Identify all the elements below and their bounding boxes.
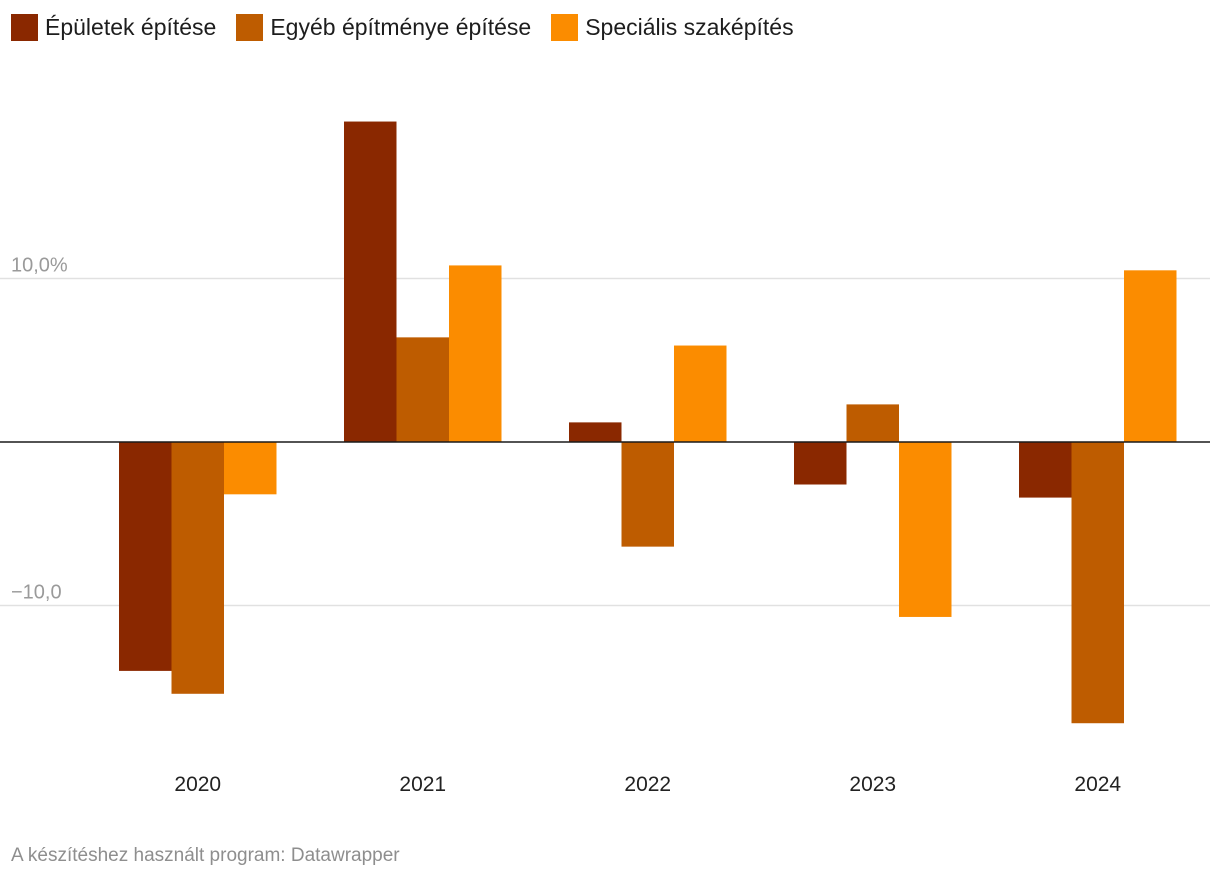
bar-2020-specialis-szakepites [224, 442, 277, 495]
legend-item-egyeb: Egyéb építménye építése [236, 13, 532, 41]
bar-2023-specialis-szakepites [899, 442, 952, 617]
bar-2023-epuletek-epitese [794, 442, 847, 485]
footer-credit: A készítéshez használt program: Datawrap… [11, 845, 400, 866]
legend-label-epuletek: Épületek építése [45, 13, 217, 40]
legend-swatch-egyeb [236, 13, 264, 41]
x-tick-label: 2023 [849, 773, 896, 796]
bar-2021-epuletek-epitese [344, 121, 397, 442]
legend-swatch-specialis [551, 13, 579, 41]
legend-label-specialis: Speciális szaképítés [585, 13, 794, 40]
bar-2020-egyeb-epitmenye-epitese [171, 442, 224, 694]
bar-2024-epuletek-epitese [1019, 442, 1072, 498]
legend-item-epuletek: Épületek építése [11, 13, 217, 41]
bar-2020-epuletek-epitese [119, 442, 172, 671]
legend-item-specialis: Speciális szaképítés [551, 13, 794, 41]
chart-legend: Épületek építése Egyéb építménye építése… [11, 11, 814, 43]
bar-2021-egyeb-epitmenye-epitese [396, 337, 449, 442]
x-tick-label: 2022 [624, 773, 671, 796]
x-tick-label: 2020 [174, 773, 221, 796]
bar-2024-specialis-szakepites [1124, 270, 1177, 442]
y-tick-label: −10,0 [11, 582, 62, 604]
x-tick-label: 2024 [1074, 773, 1121, 796]
bar-2023-egyeb-epitmenye-epitese [846, 404, 899, 442]
y-tick-label: 10,0% [11, 255, 68, 277]
bar-2022-egyeb-epitmenye-epitese [621, 442, 674, 547]
x-tick-label: 2021 [399, 773, 446, 796]
bar-2022-specialis-szakepites [674, 345, 727, 442]
bar-2024-egyeb-epitmenye-epitese [1071, 442, 1124, 724]
legend-label-egyeb: Egyéb építménye építése [270, 13, 532, 40]
legend-swatch-epuletek [11, 13, 38, 41]
bar-2022-epuletek-epitese [569, 422, 622, 442]
bar-2021-specialis-szakepites [449, 265, 502, 442]
